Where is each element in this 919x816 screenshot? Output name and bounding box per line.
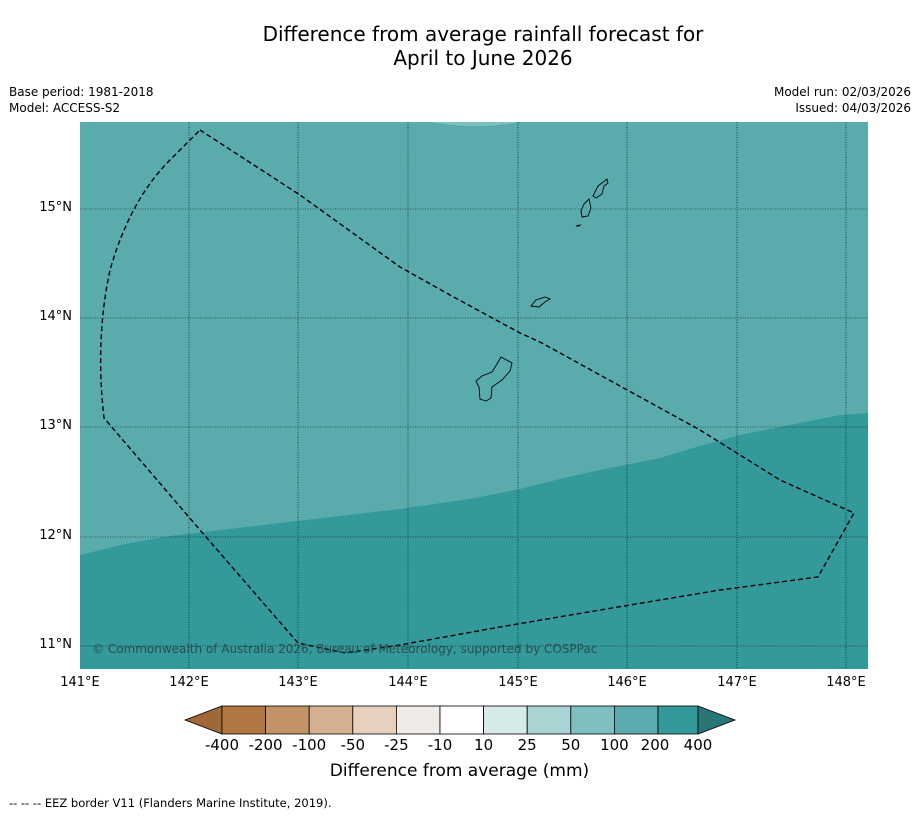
lat-label: 15°N (39, 200, 72, 215)
copyright-notice: © Commonwealth of Australia 2026, Bureau… (92, 642, 597, 656)
colorbar-label: -25 (384, 736, 409, 754)
colorbar-label: 400 (683, 736, 713, 754)
lat-label: 14°N (39, 309, 72, 324)
eez-legend-note: -- -- -- EEZ border V11 (Flanders Marine… (9, 796, 332, 810)
colorbar-swatch (483, 705, 528, 735)
chart-title: Difference from average rainfall forecas… (0, 22, 919, 70)
eez-border (99, 129, 855, 654)
lon-label: 146°E (607, 675, 647, 690)
band-100-200 (80, 122, 868, 555)
colorbar-label: 25 (517, 736, 537, 754)
island-rota (530, 296, 552, 308)
meta-right: Model run: 02/03/2026 Issued: 04/03/2026 (774, 84, 911, 116)
colorbar-extend-high (697, 705, 737, 735)
colorbar-label: -200 (248, 736, 283, 754)
colorbar-swatch (395, 705, 441, 735)
title-line-1: Difference from average rainfall forecas… (262, 22, 704, 46)
lon-label: 141°E (60, 675, 100, 690)
colorbar-swatch (221, 705, 266, 735)
colorbar-swatch (265, 705, 310, 735)
coastlines (475, 178, 609, 402)
map-area: © Commonwealth of Australia 2026, Bureau… (80, 122, 868, 669)
colorbar-swatch (526, 705, 572, 735)
colorbar-swatch (570, 705, 615, 735)
colorbar-swatch (352, 705, 397, 735)
colorbar-label: 10 (474, 736, 494, 754)
lon-label: 142°E (169, 675, 209, 690)
colorbar-swatch (308, 705, 354, 735)
island-guam (475, 356, 513, 402)
title-line-2: April to June 2026 (393, 46, 573, 70)
colorbar-label: -50 (340, 736, 366, 754)
colorbar-label: 200 (640, 736, 670, 754)
lon-label: 144°E (388, 675, 428, 690)
colorbar-label: 50 (561, 736, 581, 754)
base-period: Base period: 1981-2018 (9, 85, 154, 99)
lat-label: 13°N (39, 418, 72, 433)
colorbar-label: 100 (600, 736, 629, 754)
colorbar-swatch (614, 705, 659, 735)
band-50-100 (430, 122, 520, 126)
colorbar-label: -100 (292, 736, 327, 754)
island-aguijan (575, 224, 582, 227)
meta-left: Base period: 1981-2018 Model: ACCESS-S2 (9, 84, 154, 116)
island-tinian (580, 198, 592, 218)
colorbar-extend-low (183, 705, 223, 735)
lat-label: 11°N (39, 637, 72, 652)
lon-label: 145°E (498, 675, 538, 690)
lon-label: 143°E (278, 675, 318, 690)
issued-date: Issued: 04/03/2026 (795, 101, 911, 115)
lon-label: 147°E (717, 675, 757, 690)
colorbar (183, 705, 737, 735)
colorbar-title: Difference from average (mm) (329, 761, 590, 781)
island-saipan (592, 178, 609, 199)
lat-label: 12°N (39, 528, 72, 543)
model-run: Model run: 02/03/2026 (773, 85, 911, 99)
gridlines (80, 122, 868, 669)
colorbar-label: -400 (204, 736, 240, 754)
lon-label: 148°E (826, 675, 866, 690)
model-name: Model: ACCESS-S2 (9, 101, 121, 115)
colorbar-swatch (439, 705, 484, 735)
colorbar-swatch (657, 705, 699, 735)
colorbar-label: -10 (427, 736, 453, 754)
